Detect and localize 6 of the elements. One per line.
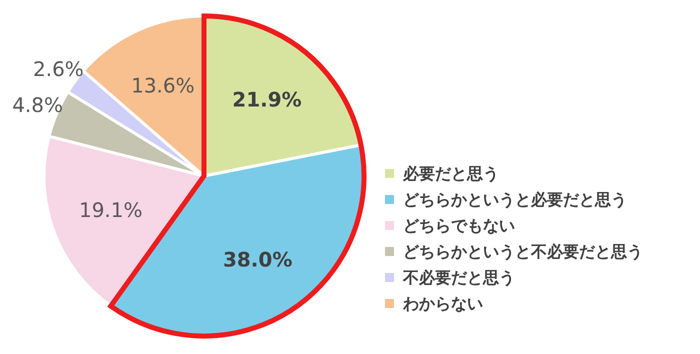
legend-label: 必要だと思う [402, 164, 499, 183]
legend-label: どちらかというと不必要だと思う [403, 242, 643, 261]
legend-label: どちらかというと必要だと思う [403, 190, 627, 209]
legend-label: 不必要だと思う [402, 268, 515, 287]
legend-label: わからない [402, 294, 483, 313]
legend-label: どちらでもない [403, 216, 515, 235]
